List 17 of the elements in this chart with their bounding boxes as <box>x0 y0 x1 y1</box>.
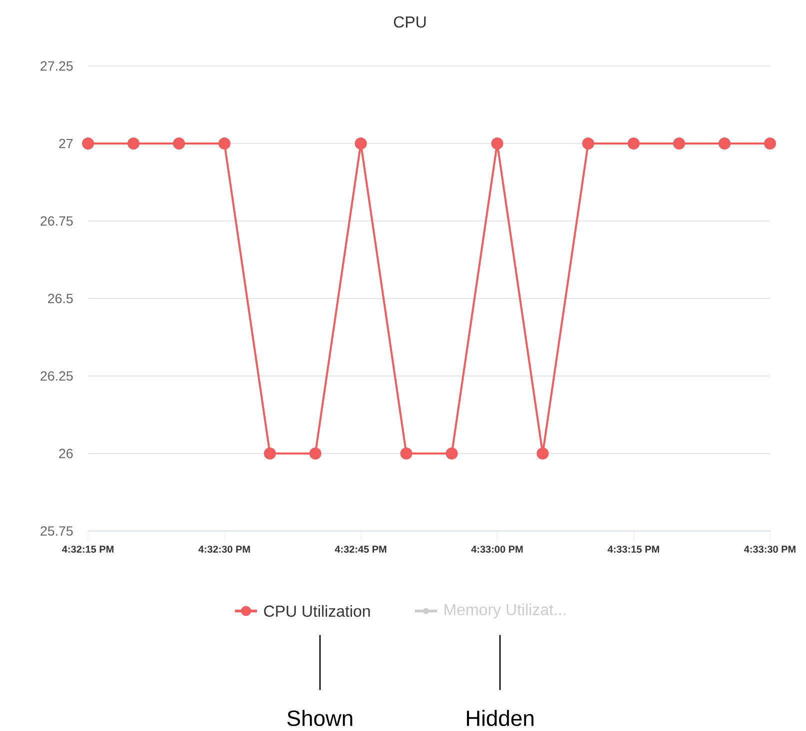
y-tick-label: 26.75 <box>40 216 73 226</box>
y-tick-label: 26.5 <box>48 294 73 304</box>
x-tick-label: 4:32:15 PM <box>62 546 114 553</box>
x-tick-label: 4:32:30 PM <box>198 546 250 553</box>
chart-title: CPU <box>394 16 426 28</box>
y-tick-label: 27.25 <box>40 61 73 71</box>
x-tick-label: 4:32:45 PM <box>334 546 386 553</box>
text: Shown <box>287 710 352 726</box>
x-tick-label: 4:33:30 PM <box>744 546 796 553</box>
y-tick-label: 27 <box>59 138 73 148</box>
text: Hidden <box>466 710 534 726</box>
legend-label: CPU Utilization <box>264 605 370 617</box>
x-tick-label: 4:33:00 PM <box>471 546 523 553</box>
y-tick-label: 26.25 <box>40 371 73 381</box>
x-tick-label: 4:33:15 PM <box>608 546 660 553</box>
y-tick-label: 26 <box>59 448 73 458</box>
y-tick-label: 25.75 <box>40 526 73 536</box>
